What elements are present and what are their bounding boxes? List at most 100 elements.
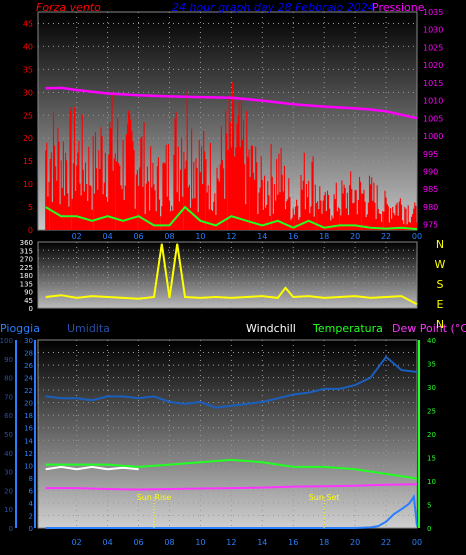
- temperature-tick-label: 35: [427, 361, 436, 369]
- wind-direction-line: [45, 243, 418, 306]
- pressure-tick-label: 1010: [423, 97, 443, 106]
- wind-panel-frame: [37, 11, 418, 231]
- hour-tick-label: 08: [164, 232, 174, 241]
- hour-tick-label: 00: [412, 538, 422, 547]
- rain-tick-label: 0: [29, 525, 33, 533]
- hour-tick-label: 16: [288, 538, 298, 547]
- hour-tick-label: 12: [226, 538, 236, 547]
- compass-label: E: [437, 298, 444, 311]
- humidity-axis-ticks: 0 10 20 30 40 50 60 70 80 90 100: [0, 337, 13, 533]
- rain-tick-label: 10: [24, 462, 33, 470]
- temperature-tick-label: 10: [427, 478, 436, 486]
- wind-time-ticks: 02 04 06 08 10 12 14 16 18 20 22 00: [72, 232, 423, 241]
- temp-series: [45, 355, 418, 529]
- wind-series: [45, 82, 418, 231]
- direction-tick-label: 0: [29, 305, 33, 313]
- rain-tick-label: 30: [24, 337, 33, 345]
- hour-tick-label: 14: [257, 538, 267, 547]
- rain-tick-label: 26: [24, 362, 33, 370]
- temperature-tick-label: 0: [427, 525, 431, 533]
- temp-panel-bg: [38, 340, 417, 528]
- humidity-tick-label: 20: [4, 487, 13, 495]
- wind-tick-label: 35: [23, 65, 33, 74]
- hour-tick-label: 16: [288, 232, 298, 241]
- pressure-line: [45, 86, 418, 120]
- compass-label: S: [437, 278, 444, 291]
- rain-tick-label: 24: [24, 375, 33, 383]
- temperature-line: [45, 458, 418, 480]
- humidity-tick-label: 70: [4, 393, 13, 401]
- temperature-tick-label: 25: [427, 408, 436, 416]
- humidity-tick-label: 30: [4, 469, 13, 477]
- rain-tick-label: 12: [24, 450, 33, 458]
- hour-tick-label: 06: [133, 232, 143, 241]
- hour-tick-label: 10: [195, 538, 205, 547]
- wind-title: Forza vento: [36, 1, 101, 14]
- wind-tick-label: 10: [23, 180, 33, 189]
- wind-tick-label: 15: [23, 157, 33, 166]
- hour-tick-label: 22: [381, 538, 391, 547]
- windchill-line: [45, 465, 139, 471]
- temperature-label: Temperatura: [312, 322, 383, 335]
- hour-tick-label: 14: [257, 232, 267, 241]
- rain-line: [45, 493, 418, 529]
- pressure-tick-label: 1005: [423, 114, 443, 123]
- wind-tick-label: 5: [28, 203, 33, 212]
- humidity-tick-label: 90: [4, 356, 13, 364]
- temp-time-ticks: 02 04 06 08 10 12 14 16 18 20 22 00: [72, 538, 423, 547]
- hour-tick-label: 10: [195, 232, 205, 241]
- dewpoint-line: [45, 483, 418, 491]
- windchill-label: Windchill: [246, 322, 296, 335]
- direction-tick-label: 315: [20, 247, 33, 255]
- graph-title: 24 hour graph day 28 Febbraio 2024: [172, 1, 375, 14]
- temperature-axis-ticks: 0 5 10 15 20 25 30 35 40: [427, 337, 436, 533]
- hour-tick-label: 02: [72, 538, 82, 547]
- temp-grid: [15, 339, 420, 529]
- humidity-tick-label: 10: [4, 506, 13, 514]
- sun-markers: Sun Rise Sun Set: [137, 493, 340, 528]
- rain-tick-label: 22: [24, 387, 33, 395]
- compass-label: W: [435, 258, 446, 271]
- pressure-tick-label: 980: [423, 203, 438, 212]
- pressure-tick-label: 975: [423, 221, 438, 230]
- wind-tick-label: 40: [23, 42, 33, 51]
- dewpoint-label: Dew Point (°C): [392, 322, 466, 335]
- direction-series: [45, 243, 418, 306]
- rain-label: Pioggia: [0, 322, 40, 335]
- wind-tick-label: 20: [23, 134, 33, 143]
- hour-tick-label: 02: [72, 232, 82, 241]
- wind-tick-label: 30: [23, 88, 33, 97]
- direction-tick-label: 135: [20, 280, 33, 288]
- humidity-tick-label: 0: [9, 525, 13, 533]
- rain-tick-label: 14: [24, 437, 33, 445]
- pressure-tick-label: 990: [423, 168, 438, 177]
- hour-tick-label: 12: [226, 232, 236, 241]
- wind-axis-ticks: 0 5 10 15 20 25 30 35 40 45: [23, 19, 33, 235]
- hour-tick-label: 00: [412, 232, 422, 241]
- rain-tick-label: 2: [29, 512, 33, 520]
- pressure-tick-label: 995: [423, 150, 438, 159]
- rain-tick-label: 6: [29, 487, 34, 495]
- direction-tick-label: 90: [24, 289, 33, 297]
- temperature-tick-label: 15: [427, 455, 436, 463]
- direction-tick-label: 270: [20, 256, 33, 264]
- hour-tick-label: 22: [381, 232, 391, 241]
- pressure-axis-ticks: 975 980 985 990 995 1000 1005 1010 1015 1020 1025 1…: [423, 8, 443, 230]
- pressure-tick-label: 1015: [423, 79, 443, 88]
- hour-tick-label: 20: [350, 232, 360, 241]
- humidity-tick-label: 50: [4, 431, 13, 439]
- rain-tick-label: 28: [24, 350, 33, 358]
- direction-tick-label: 225: [20, 264, 33, 272]
- compass-label: N: [436, 238, 444, 251]
- direction-tick-label: 180: [20, 272, 33, 280]
- humidity-tick-label: 100: [0, 337, 13, 345]
- humidity-label: Umidita: [67, 322, 110, 335]
- pressure-tick-label: 1025: [423, 43, 443, 52]
- hour-tick-label: 06: [133, 538, 143, 547]
- wind-tick-label: 45: [23, 19, 33, 28]
- pressure-tick-label: 985: [423, 185, 438, 194]
- hour-tick-label: 18: [319, 232, 329, 241]
